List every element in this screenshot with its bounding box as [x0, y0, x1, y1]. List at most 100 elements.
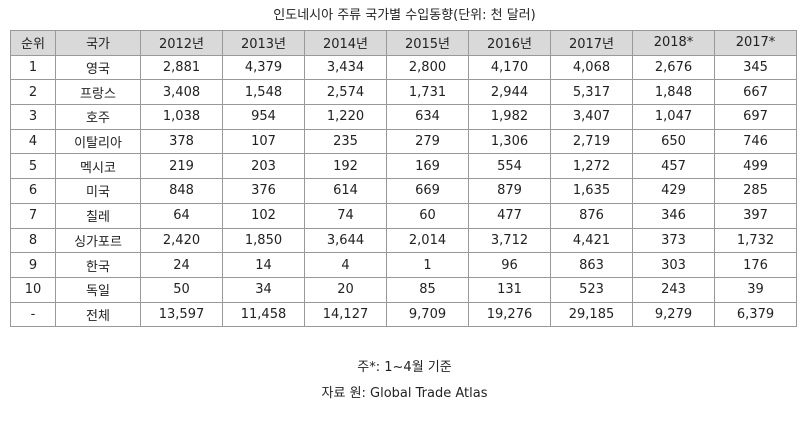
table-cell: 235	[304, 128, 387, 155]
source: 자료 원: Global Trade Atlas	[321, 386, 488, 401]
table-cell: 477	[468, 202, 551, 229]
table-cell: 2,574	[304, 79, 387, 106]
table-cell: 9,279	[632, 301, 715, 328]
table-row: 10 독일 50 34 20 85 131 523 243 39	[10, 276, 797, 303]
table-cell: 4,421	[550, 227, 633, 254]
table-cell: 1	[386, 252, 469, 278]
header-cell: 2012년	[140, 30, 223, 56]
table-cell: 멕시코	[55, 153, 141, 180]
table-cell: 4,379	[222, 54, 305, 81]
table-cell: 14	[222, 252, 305, 278]
table-cell: 전체	[55, 301, 141, 328]
footnote: 주*: 1~4월 기준	[357, 360, 452, 375]
table-cell: 3,644	[304, 227, 387, 254]
table-row: 4 이탈리아 378 107 235 279 1,306 2,719 650 746	[10, 128, 797, 155]
table-cell: 2,881	[140, 54, 223, 81]
table-cell: 96	[468, 252, 551, 278]
table-cell: 3,408	[140, 79, 223, 106]
table-row: 8 싱가포르 2,420 1,850 3,644 2,014 3,712 4,421 373 1,…	[10, 227, 797, 254]
table-cell: 10	[10, 276, 56, 303]
table-cell: 5	[10, 153, 56, 180]
table-cell: 64	[140, 202, 223, 229]
table-row: 5 멕시코 219 203 192 169 554 1,272 457 499	[10, 153, 797, 180]
table-cell: 1,548	[222, 79, 305, 106]
table-cell: 1,038	[140, 104, 223, 130]
table-cell: 4,170	[468, 54, 551, 81]
table-cell: 1,272	[550, 153, 633, 180]
table-cell: 203	[222, 153, 305, 180]
table-cell: 2,420	[140, 227, 223, 254]
table-cell: 50	[140, 276, 223, 303]
table-cell: 2,719	[550, 128, 633, 155]
table-cell: 285	[714, 178, 797, 204]
table-row: 9 한국 24 14 4 1 96 863 303 176	[10, 252, 797, 278]
table-cell: 1,220	[304, 104, 387, 130]
table-cell: 3,712	[468, 227, 551, 254]
table-cell: 2	[10, 79, 56, 106]
table-cell: 1,848	[632, 79, 715, 106]
table-cell: 3	[10, 104, 56, 130]
table-cell: 프랑스	[55, 79, 141, 106]
table-cell: 2,944	[468, 79, 551, 106]
table-cell: 74	[304, 202, 387, 229]
header-cell: 2016년	[468, 30, 551, 56]
header-cell: 국가	[55, 30, 141, 56]
table-cell: 554	[468, 153, 551, 180]
table-cell: 1,306	[468, 128, 551, 155]
import-table: 순위 국가 2012년 2013년 2014년 2015년 2016년 2017년 2018* 2…	[10, 30, 797, 328]
table-cell: 346	[632, 202, 715, 229]
table-cell: 2,676	[632, 54, 715, 81]
table-cell: 9	[10, 252, 56, 278]
table-cell: 697	[714, 104, 797, 130]
header-cell: 2013년	[222, 30, 305, 56]
table-cell: 24	[140, 252, 223, 278]
header-cell: 2018*	[632, 30, 715, 56]
table-cell: 107	[222, 128, 305, 155]
table-cell: 4	[304, 252, 387, 278]
table-cell: 169	[386, 153, 469, 180]
table-cell: 176	[714, 252, 797, 278]
table-cell: 3,407	[550, 104, 633, 130]
table-cell: 429	[632, 178, 715, 204]
table-cell: 192	[304, 153, 387, 180]
header-cell: 순위	[10, 30, 56, 56]
table-cell: 3,434	[304, 54, 387, 81]
table-row: 7 칠레 64 102 74 60 477 876 346 397	[10, 202, 797, 229]
table-cell: 85	[386, 276, 469, 303]
table-cell: 영국	[55, 54, 141, 81]
table-cell: 19,276	[468, 301, 551, 328]
table-cell: 102	[222, 202, 305, 229]
table-cell: 미국	[55, 178, 141, 204]
table-cell: 11,458	[222, 301, 305, 328]
table-cell: 457	[632, 153, 715, 180]
table-cell: 7	[10, 202, 56, 229]
table-cell: 614	[304, 178, 387, 204]
table-cell: 호주	[55, 104, 141, 130]
table-cell: 8	[10, 227, 56, 254]
table-cell: 6,379	[714, 301, 797, 328]
table-cell: 746	[714, 128, 797, 155]
title: 인도네시아 주류 국가별 수입동향(단위: 천 달러)	[273, 8, 536, 23]
table-cell: 34	[222, 276, 305, 303]
table-cell: 1	[10, 54, 56, 81]
table-cell: 499	[714, 153, 797, 180]
table-cell: 1,732	[714, 227, 797, 254]
table-cell: 954	[222, 104, 305, 130]
table-cell: 634	[386, 104, 469, 130]
table-cell: 1,047	[632, 104, 715, 130]
table-cell: 60	[386, 202, 469, 229]
table-cell: 1,850	[222, 227, 305, 254]
table-cell: 칠레	[55, 202, 141, 229]
table-cell: 345	[714, 54, 797, 81]
table-cell: 39	[714, 276, 797, 303]
table-cell: 378	[140, 128, 223, 155]
table-cell: 863	[550, 252, 633, 278]
table-cell: 14,127	[304, 301, 387, 328]
table-cell: 2,800	[386, 54, 469, 81]
table-cell: 1,731	[386, 79, 469, 106]
table-cell: 한국	[55, 252, 141, 278]
table-cell: 4	[10, 128, 56, 155]
table-cell: 876	[550, 202, 633, 229]
table-row: 6 미국 848 376 614 669 879 1,635 429 285	[10, 178, 797, 204]
table-cell: 303	[632, 252, 715, 278]
